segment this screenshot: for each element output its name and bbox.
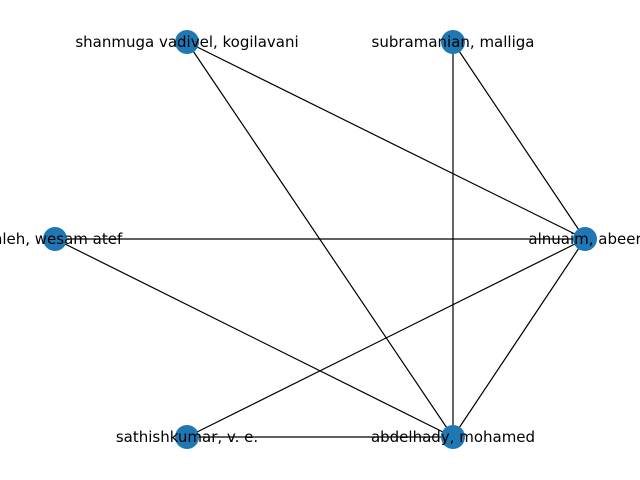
node-label-shanmuga: shanmuga vadivel, kogilavani xyxy=(75,33,298,51)
nodes-layer xyxy=(43,30,597,449)
node-label-abdelhady: abdelhady, mohamed xyxy=(371,428,535,446)
node-abdelhady xyxy=(441,425,465,449)
node-subramanian xyxy=(441,30,465,54)
node-label-sathishkumar: sathishkumar, v. e. xyxy=(116,428,258,446)
node-label-subramanian: subramanian, malliga xyxy=(372,33,535,51)
node-alnuaim xyxy=(573,227,597,251)
edge-alnuaim-abdelhady xyxy=(452,238,586,438)
edge-shanmuga-alnuaim xyxy=(186,41,586,240)
edge-subramanian-alnuaim xyxy=(452,41,586,240)
node-label-alnuaim: alnuaim, abeer xyxy=(528,230,640,248)
edge-alnuaim-sathishkumar xyxy=(186,238,586,438)
node-shanmuga xyxy=(175,30,199,54)
labels-layer: shanmuga vadivel, kogilavani subramanian,… xyxy=(0,33,640,446)
node-label-wesam: mleh, wesam atef xyxy=(0,230,123,248)
edge-wesam-abdelhady xyxy=(54,238,454,438)
node-sathishkumar xyxy=(175,425,199,449)
edges-layer xyxy=(54,41,586,438)
node-wesam xyxy=(43,227,67,251)
